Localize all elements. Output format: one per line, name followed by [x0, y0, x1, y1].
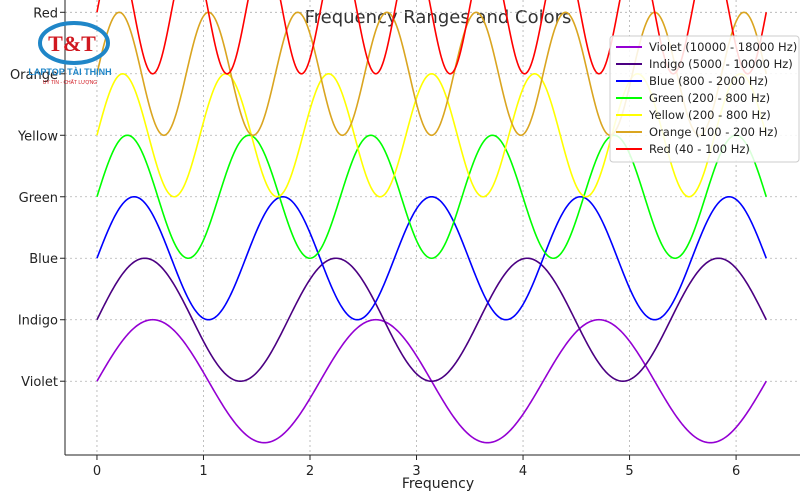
logo-ring — [38, 21, 110, 65]
series-line-3 — [96, 195, 767, 321]
x-tick-label: 1 — [199, 464, 207, 479]
series-line-2 — [96, 257, 767, 383]
legend-label: Red (40 - 100 Hz) — [649, 142, 750, 156]
x-tick-label: 4 — [519, 464, 527, 479]
y-tick-label: Indigo — [18, 314, 58, 329]
y-tick-label: Green — [19, 191, 58, 206]
legend-label: Green (200 - 800 Hz) — [649, 91, 770, 105]
logo-line1: LAPTOP TÀI THỊNH — [28, 67, 111, 77]
y-ticks: Violet Indigo Blue Green Yellow Orange Red — [10, 6, 65, 390]
y-tick-label: Yellow — [17, 129, 58, 144]
x-axis-label: Frequency — [402, 476, 474, 492]
x-tick-label: 0 — [93, 464, 101, 479]
y-tick-label: Blue — [29, 252, 58, 267]
logo: T&T LAPTOP TÀI THỊNH UY TÍN - CHẤT LƯỢNG — [28, 21, 112, 86]
series-line-7 — [96, 0, 768, 75]
logo-line2: UY TÍN - CHẤT LƯỢNG — [43, 79, 98, 86]
legend: Violet (10000 - 18000 Hz) Indigo (5000 - … — [609, 35, 800, 163]
x-ticks: 0 1 2 3 4 5 6 — [93, 455, 740, 479]
y-tick-label: Orange — [10, 68, 58, 83]
legend-label: Blue (800 - 2000 Hz) — [649, 74, 768, 88]
x-tick-label: 2 — [306, 464, 314, 479]
legend-label: Violet (10000 - 18000 Hz) — [649, 40, 797, 54]
y-tick-label: Violet — [21, 375, 58, 390]
y-tick-label: Red — [33, 6, 58, 21]
legend-box — [609, 35, 800, 163]
logo-text: T&T — [48, 31, 96, 56]
chart-title: Frequency Ranges and Colors — [305, 7, 572, 28]
x-tick-label: 3 — [412, 464, 420, 479]
x-tick-label: 5 — [625, 464, 633, 479]
axes — [64, 0, 800, 456]
series-line-4 — [96, 134, 768, 260]
legend-label: Indigo (5000 - 10000 Hz) — [649, 57, 793, 71]
legend-label: Yellow (200 - 800 Hz) — [648, 108, 771, 122]
legend-label: Orange (100 - 200 Hz) — [649, 125, 778, 139]
x-tick-label: 6 — [732, 464, 740, 479]
